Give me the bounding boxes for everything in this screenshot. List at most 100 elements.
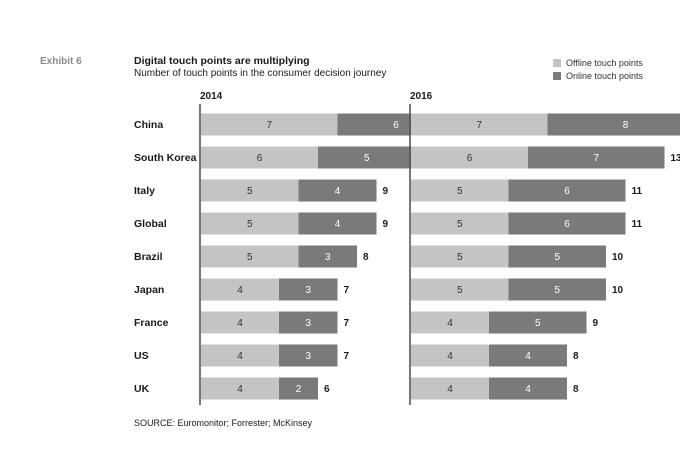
total-label-2016-italy: 11: [632, 186, 643, 197]
category-label-france: France: [134, 317, 169, 329]
total-label-2016-uk: 8: [573, 384, 579, 395]
bar-offline-2014-japan: [201, 278, 279, 301]
category-label-italy: Italy: [134, 185, 155, 197]
panel-label-2014: 2014: [200, 91, 223, 102]
data-label-online-2014-japan: 3: [305, 285, 311, 296]
total-label-2014-japan: 7: [344, 285, 350, 296]
data-label-online-2016-japan: 5: [554, 285, 560, 296]
bar-online-2014-south-korea: [318, 146, 416, 169]
bar-offline-2016-south-korea: [411, 146, 528, 169]
bar-online-2016-japan: [508, 278, 606, 301]
bar-offline-2014-south-korea: [201, 146, 318, 169]
data-label-offline-2014-uk: 4: [237, 384, 243, 395]
data-label-offline-2016-us: 4: [447, 351, 453, 362]
bar-online-2016-us: [489, 344, 567, 367]
bar-online-2014-us: [279, 344, 338, 367]
category-label-south-korea: South Korea: [134, 152, 197, 164]
bar-offline-2014-uk: [201, 377, 279, 400]
data-label-offline-2014-south-korea: 6: [257, 153, 263, 164]
bar-offline-2016-global: [411, 212, 509, 235]
legend-label-offline: Offline touch points: [566, 57, 643, 68]
data-label-offline-2014-france: 4: [237, 318, 243, 329]
legend-item-online: Online touch points: [553, 69, 643, 82]
category-label-china: China: [134, 119, 163, 131]
bar-offline-2016-us: [411, 344, 489, 367]
exhibit-label: Exhibit 6: [40, 56, 82, 67]
total-label-2016-global: 11: [632, 219, 643, 230]
legend-item-offline: Offline touch points: [553, 56, 643, 69]
data-label-online-2014-global: 4: [335, 219, 341, 230]
chart-title: Digital touch points are multiplying: [134, 55, 310, 67]
bar-online-2016-brazil: [508, 245, 606, 268]
data-label-online-2016-brazil: 5: [554, 252, 560, 263]
data-label-online-2014-us: 3: [305, 351, 311, 362]
data-label-online-2014-brazil: 3: [325, 252, 331, 263]
total-label-2016-us: 8: [573, 351, 579, 362]
total-label-2014-uk: 6: [324, 384, 330, 395]
data-label-offline-2016-japan: 5: [457, 285, 463, 296]
bar-offline-2014-brazil: [201, 245, 299, 268]
bar-offline-2016-uk: [411, 377, 489, 400]
data-label-offline-2014-global: 5: [247, 219, 253, 230]
bar-offline-2014-italy: [201, 179, 299, 202]
data-label-offline-2014-brazil: 5: [247, 252, 253, 263]
data-label-online-2014-france: 3: [305, 318, 311, 329]
data-label-offline-2014-italy: 5: [247, 186, 253, 197]
data-label-offline-2016-south-korea: 6: [467, 153, 473, 164]
data-label-offline-2014-us: 4: [237, 351, 243, 362]
total-label-2016-france: 9: [593, 318, 599, 329]
legend-swatch-online: [553, 71, 561, 80]
total-label-2014-france: 7: [344, 318, 350, 329]
bar-online-2014-japan: [279, 278, 338, 301]
total-label-2016-brazil: 10: [612, 252, 624, 263]
data-label-online-2016-uk: 4: [525, 384, 531, 395]
total-label-2014-global: 9: [383, 219, 389, 230]
category-label-us: US: [134, 350, 149, 362]
chart-subtitle: Number of touch points in the consumer d…: [134, 68, 387, 79]
panel-label-2016: 2016: [410, 91, 433, 102]
bar-offline-2016-china: [411, 113, 548, 136]
bar-online-2014-france: [279, 311, 338, 334]
data-label-offline-2016-china: 7: [476, 120, 482, 131]
total-label-2014-brazil: 8: [363, 252, 369, 263]
data-label-online-2016-italy: 6: [564, 186, 570, 197]
bar-online-2016-china: [547, 113, 680, 136]
bar-offline-2014-global: [201, 212, 299, 235]
data-label-offline-2016-brazil: 5: [457, 252, 463, 263]
total-label-2016-south-korea: 13: [671, 153, 680, 164]
legend-swatch-offline: [553, 58, 561, 67]
bar-offline-2014-china: [201, 113, 338, 136]
category-label-japan: Japan: [134, 284, 164, 296]
bar-online-2016-uk: [489, 377, 567, 400]
bar-online-2014-global: [298, 212, 377, 235]
data-label-offline-2014-japan: 4: [237, 285, 243, 296]
legend: Offline touch points Online touch points: [553, 56, 643, 82]
bar-offline-2014-us: [201, 344, 279, 367]
total-label-2016-japan: 10: [612, 285, 624, 296]
data-label-online-2016-france: 5: [535, 318, 541, 329]
bar-offline-2014-france: [201, 311, 279, 334]
total-label-2014-us: 7: [344, 351, 350, 362]
data-label-offline-2014-china: 7: [266, 120, 272, 131]
bar-offline-2016-brazil: [411, 245, 509, 268]
data-label-online-2016-us: 4: [525, 351, 531, 362]
data-label-online-2016-china: 8: [623, 120, 629, 131]
bar-online-2016-france: [489, 311, 587, 334]
bar-online-2016-italy: [508, 179, 626, 202]
total-label-2014-italy: 9: [383, 186, 389, 197]
source-note: SOURCE: Euromonitor; Forrester; McKinsey: [134, 418, 313, 428]
data-label-online-2016-south-korea: 7: [593, 153, 599, 164]
bar-offline-2016-france: [411, 311, 489, 334]
data-label-offline-2016-italy: 5: [457, 186, 463, 197]
data-label-offline-2016-uk: 4: [447, 384, 453, 395]
data-label-online-2014-south-korea: 5: [364, 153, 370, 164]
data-label-offline-2016-global: 5: [457, 219, 463, 230]
data-label-online-2014-china: 6: [393, 120, 399, 131]
category-label-global: Global: [134, 218, 167, 230]
data-label-online-2014-uk: 2: [296, 384, 302, 395]
bar-online-2016-global: [508, 212, 626, 235]
bar-offline-2016-italy: [411, 179, 509, 202]
legend-label-online: Online touch points: [566, 70, 644, 81]
bar-online-2014-italy: [298, 179, 377, 202]
